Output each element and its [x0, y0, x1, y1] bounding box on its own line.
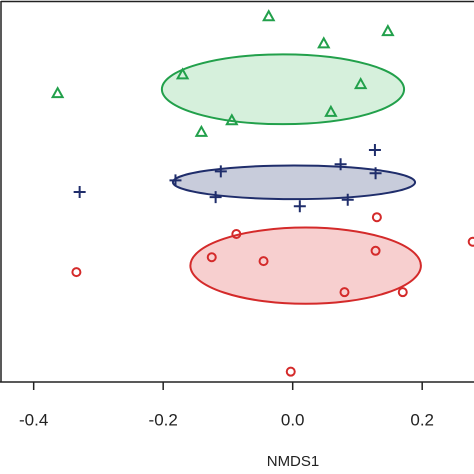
point — [258, 256, 269, 267]
group-ellipse — [171, 164, 417, 201]
point — [324, 104, 338, 117]
point — [73, 186, 86, 198]
x-tick-label: 0.0 — [281, 410, 305, 429]
point — [371, 212, 382, 223]
point — [50, 86, 65, 99]
point — [285, 366, 296, 377]
point — [194, 124, 209, 137]
x-tick-label: -0.2 — [149, 410, 178, 429]
group-ellipse — [189, 226, 422, 305]
point — [214, 165, 227, 178]
point — [341, 193, 354, 206]
group-ellipse — [160, 53, 406, 126]
point — [231, 229, 242, 240]
point — [209, 191, 222, 204]
x-tick-label: -0.4 — [19, 410, 48, 429]
point — [381, 24, 395, 37]
point — [467, 236, 474, 247]
point — [368, 143, 381, 156]
point — [225, 113, 239, 126]
point — [339, 287, 350, 298]
point — [397, 287, 408, 298]
point — [293, 200, 306, 213]
x-axis-label: NMDS1 — [267, 453, 320, 470]
point — [169, 174, 182, 187]
point — [369, 167, 382, 180]
point — [317, 36, 331, 49]
point — [175, 67, 190, 80]
point — [206, 252, 217, 263]
point — [353, 77, 368, 90]
point — [370, 245, 381, 256]
point — [71, 267, 82, 278]
point — [334, 158, 347, 171]
x-tick-label: 0.2 — [410, 410, 434, 429]
point — [262, 9, 276, 22]
